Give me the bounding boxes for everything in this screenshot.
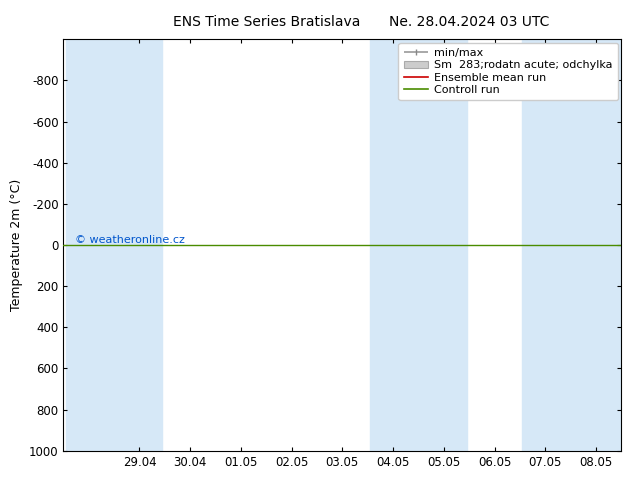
Y-axis label: Temperature 2m (°C): Temperature 2m (°C): [10, 179, 23, 311]
Text: © weatheronline.cz: © weatheronline.cz: [75, 235, 184, 245]
Bar: [370, 39, 467, 451]
Text: Ne. 28.04.2024 03 UTC: Ne. 28.04.2024 03 UTC: [389, 15, 549, 29]
Bar: [66, 39, 162, 451]
Bar: [522, 39, 624, 451]
Text: ENS Time Series Bratislava: ENS Time Series Bratislava: [172, 15, 360, 29]
Legend: min/max, Sm  283;rodatn acute; odchylka, Ensemble mean run, Controll run: min/max, Sm 283;rodatn acute; odchylka, …: [398, 43, 618, 100]
